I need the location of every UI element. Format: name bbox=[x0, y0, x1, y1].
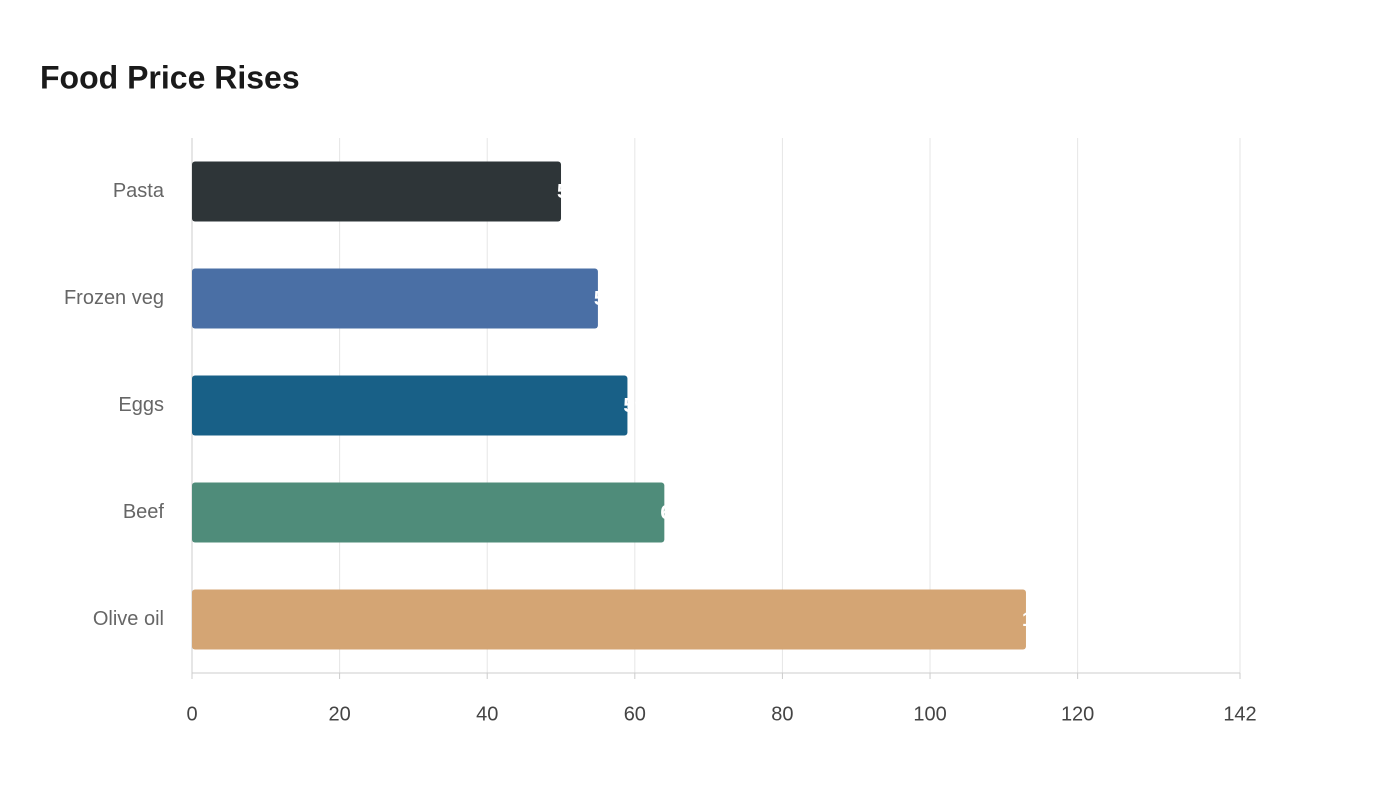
y-tick-label: Pasta bbox=[113, 180, 165, 202]
x-tick-label: 80 bbox=[771, 703, 793, 725]
x-tick-label: 0 bbox=[186, 703, 197, 725]
value-label: 50 bbox=[557, 181, 579, 203]
bar bbox=[192, 161, 562, 222]
x-tick-label: 60 bbox=[624, 703, 646, 725]
y-tick-label: Frozen veg bbox=[64, 287, 164, 309]
x-tick-label: 142 bbox=[1223, 703, 1256, 725]
y-tick-label: Olive oil bbox=[93, 608, 164, 630]
bar bbox=[192, 268, 598, 329]
value-label: 55 bbox=[594, 288, 616, 310]
x-tick-label: 40 bbox=[476, 703, 498, 725]
bar bbox=[192, 375, 628, 436]
x-tick-label: 120 bbox=[1061, 703, 1094, 725]
y-tick-label: Eggs bbox=[118, 394, 164, 416]
bar bbox=[192, 589, 1026, 650]
chart-title: Food Price Rises bbox=[40, 59, 300, 95]
bar bbox=[192, 482, 665, 543]
value-label: 113 bbox=[1022, 609, 1054, 631]
y-tick-label: Beef bbox=[123, 501, 165, 523]
x-tick-label: 100 bbox=[913, 703, 946, 725]
x-tick-label: 20 bbox=[328, 703, 350, 725]
value-label: 59 bbox=[623, 395, 645, 417]
value-label: 64 bbox=[660, 502, 683, 524]
